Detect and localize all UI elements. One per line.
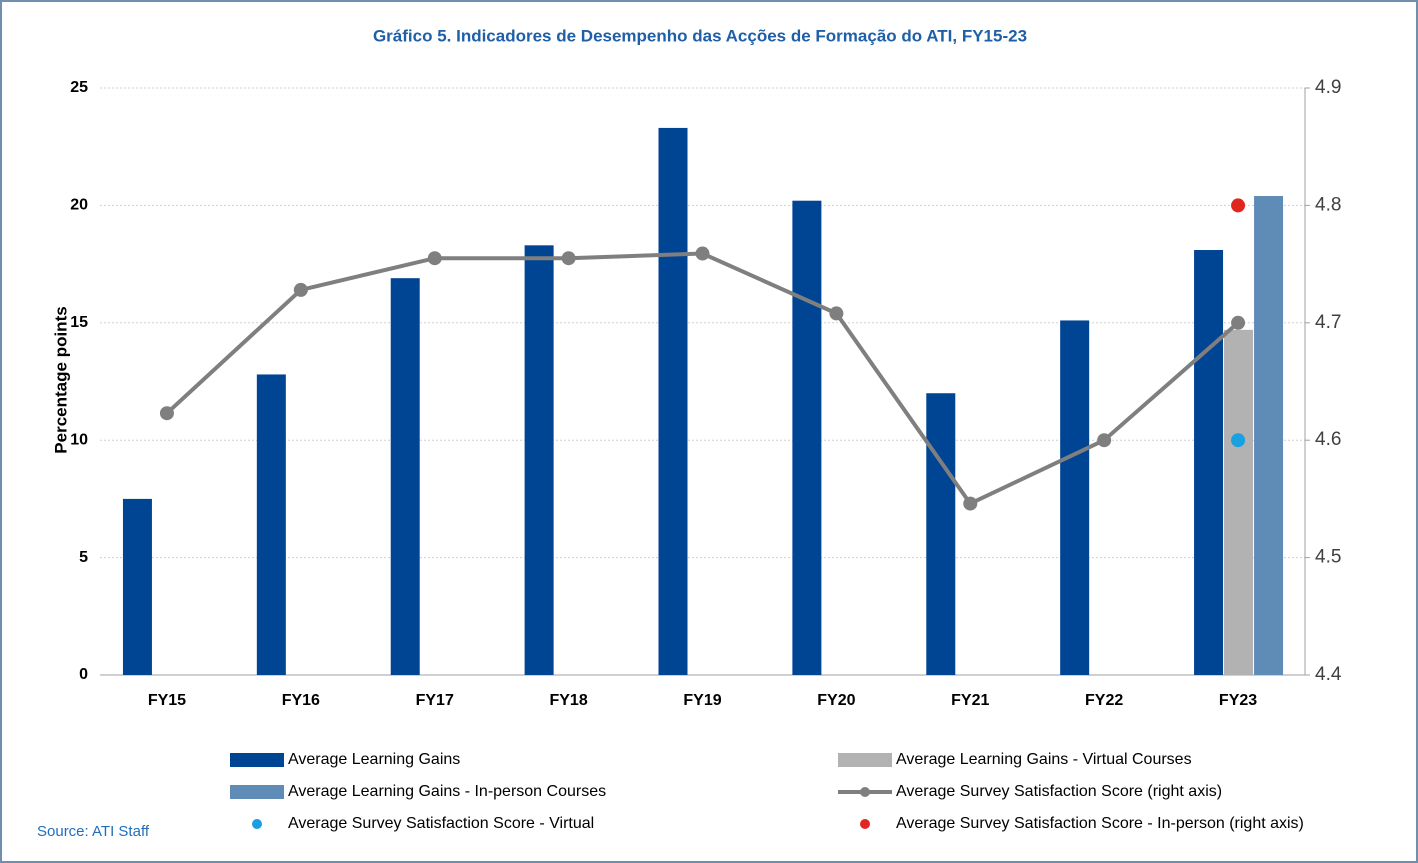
x-tick-label: FY16 <box>282 692 320 709</box>
bar <box>122 498 152 675</box>
bar <box>1194 250 1224 675</box>
y-tick-label: 0 <box>79 666 88 683</box>
y2-tick-label: 4.8 <box>1315 194 1341 215</box>
line-marker <box>1231 315 1246 330</box>
legend-label: Average Survey Satisfaction Score - In-p… <box>896 815 1304 832</box>
x-tick-label: FY21 <box>951 692 989 709</box>
y-axis-label: Percentage points <box>51 306 70 453</box>
y2-tick-label: 4.5 <box>1315 547 1341 568</box>
bar <box>926 393 956 675</box>
x-tick-label: FY17 <box>416 692 454 709</box>
x-tick-label: FY23 <box>1219 692 1257 709</box>
bar <box>1254 196 1284 675</box>
y-tick-label: 15 <box>70 314 88 331</box>
source: Source: ATI Staff <box>37 823 150 840</box>
legend-marker <box>860 819 870 829</box>
legend-label: Average Learning Gains - In-person Cours… <box>288 783 606 800</box>
x-tick-label: FY22 <box>1085 692 1123 709</box>
legend-label: Average Survey Satisfaction Score - Virt… <box>288 815 594 832</box>
line-marker <box>561 251 576 266</box>
bar <box>792 200 822 676</box>
legend-marker <box>252 819 262 829</box>
line-marker <box>695 246 710 261</box>
x-tick-label: FY18 <box>549 692 587 709</box>
line-marker <box>829 306 844 321</box>
chart-title: Gráfico 5. Indicadores de Desempenho das… <box>373 26 1027 45</box>
x-tick-label: FY15 <box>148 692 186 709</box>
y2-tick-label: 4.6 <box>1315 429 1341 450</box>
bar <box>658 127 688 675</box>
bar <box>524 245 554 676</box>
line-marker <box>963 496 978 511</box>
line-marker <box>427 251 442 266</box>
y2-tick-label: 4.7 <box>1315 312 1341 333</box>
line-marker <box>159 406 174 421</box>
y-tick-label: 10 <box>70 431 88 448</box>
bar <box>256 374 286 675</box>
point <box>1231 433 1246 448</box>
point <box>1231 198 1246 213</box>
x-tick-label: FY20 <box>817 692 855 709</box>
x-tick-label: FY19 <box>683 692 721 709</box>
y2-tick-label: 4.9 <box>1315 77 1341 98</box>
legend-swatch <box>230 753 284 767</box>
bar <box>1060 320 1090 675</box>
y-tick-label: 20 <box>70 197 88 214</box>
y-tick-label: 25 <box>70 79 88 96</box>
y2-tick-label: 4.4 <box>1315 664 1342 685</box>
legend-swatch <box>230 785 284 799</box>
bar <box>390 278 420 675</box>
legend-label: Average Survey Satisfaction Score (right… <box>896 783 1222 800</box>
legend-marker <box>860 787 870 797</box>
line-marker <box>293 282 308 297</box>
bar <box>1224 329 1254 675</box>
legend-swatch <box>838 753 892 767</box>
legend-label: Average Learning Gains <box>288 751 460 768</box>
y-tick-label: 5 <box>79 549 88 566</box>
line-marker <box>1097 433 1112 448</box>
legend-label: Average Learning Gains - Virtual Courses <box>896 751 1192 768</box>
